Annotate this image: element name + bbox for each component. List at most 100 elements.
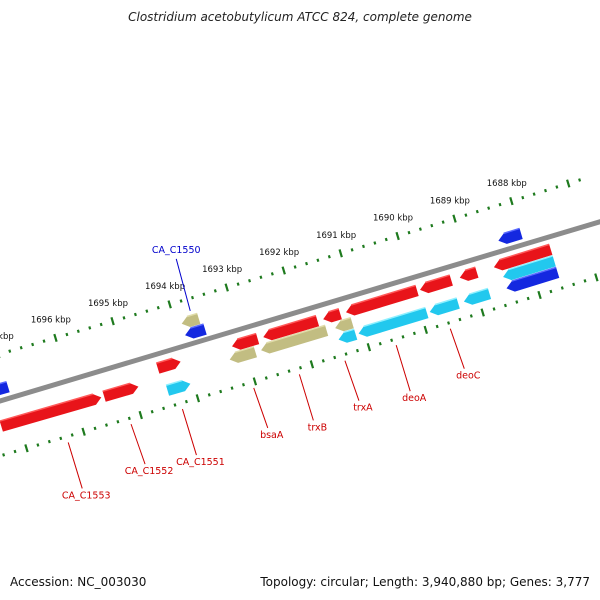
accession-text: Accession: NC_003030 xyxy=(10,575,147,589)
gene-arrow-red xyxy=(263,315,320,341)
inner-ruler-tick xyxy=(116,419,120,424)
outer-ruler-tick xyxy=(566,179,571,188)
gene-arrow-cyan xyxy=(429,298,460,316)
gene-arrow-red xyxy=(232,333,260,350)
inner-ruler-tick xyxy=(276,372,280,377)
gene-arrow-red xyxy=(459,267,479,281)
gene-highlight xyxy=(343,328,355,333)
inner-ruler-tick xyxy=(378,341,382,346)
gene-highlight xyxy=(464,266,476,272)
inner-ruler-tick xyxy=(70,433,74,437)
outer-ruler-tick xyxy=(42,339,46,343)
gene-label-leader xyxy=(449,328,465,369)
outer-ruler-tick xyxy=(407,230,411,235)
inner-ruler-tick xyxy=(515,300,519,304)
inner-ruler-tick xyxy=(81,427,86,436)
gene-arrow-red xyxy=(420,275,453,294)
outer-ruler-tick xyxy=(53,333,58,342)
outer-ruler-tick xyxy=(179,299,183,303)
inner-ruler-tick xyxy=(47,439,51,444)
ruler-label: 1691 kbp xyxy=(316,231,356,241)
outer-ruler-tick xyxy=(521,195,525,200)
inner-ruler-tick xyxy=(36,443,40,447)
inner-ruler-tick xyxy=(138,410,143,420)
gene-label: CA_C1550 xyxy=(152,245,201,256)
gene-highlight xyxy=(425,274,450,284)
gene-highlight xyxy=(186,312,198,318)
gene-highlight xyxy=(165,379,183,386)
inner-ruler-tick xyxy=(355,348,359,353)
gene-highlight xyxy=(0,393,94,422)
ruler-label: 1694 kbp xyxy=(145,282,185,292)
outer-ruler-tick xyxy=(19,346,23,350)
gene-highlight xyxy=(328,308,339,313)
gene-highlight xyxy=(266,324,326,344)
inner-ruler-tick xyxy=(252,377,258,386)
gene-arrow-cyan xyxy=(358,307,429,337)
outer-ruler-tick xyxy=(361,244,365,249)
inner-ruler-tick xyxy=(526,296,530,301)
outer-ruler-tick xyxy=(202,292,206,297)
inner-ruler-tick xyxy=(412,331,416,336)
inner-ruler-tick xyxy=(321,359,325,363)
inner-ruler-tick xyxy=(401,335,405,339)
gene-arrow-khaki xyxy=(335,317,354,332)
gene-label: bsaA xyxy=(260,430,284,441)
ruler-label: 1697 kbp xyxy=(0,332,14,342)
gene-label-leader xyxy=(298,374,314,421)
inner-ruler-tick xyxy=(333,355,337,360)
outer-ruler-tick xyxy=(248,278,252,283)
gene-arrow-cyan xyxy=(503,255,556,281)
gene-highlight xyxy=(190,323,204,329)
inner-ruler-tick xyxy=(207,393,211,397)
inner-ruler-tick xyxy=(287,369,291,373)
outer-ruler-tick xyxy=(110,317,115,326)
outer-ruler-tick xyxy=(316,258,320,262)
outer-ruler-tick xyxy=(191,295,194,300)
inner-ruler-tick xyxy=(572,282,576,287)
outer-ruler-tick xyxy=(487,206,491,210)
inner-ruler-tick xyxy=(390,338,394,343)
outer-ruler-tick xyxy=(532,192,536,196)
gene-arrow-red xyxy=(493,244,553,271)
inner-ruler-tick xyxy=(423,325,428,335)
inner-ruler-tick xyxy=(241,383,245,387)
outer-ruler-tick xyxy=(293,265,297,269)
outer-ruler-tick xyxy=(156,306,160,310)
inner-ruler-tick xyxy=(13,449,17,454)
inner-ruler-tick xyxy=(184,399,188,404)
gene-arrow-cyan xyxy=(338,329,358,343)
ruler-label: 1688 kbp xyxy=(487,179,527,189)
gene-arrow-red xyxy=(156,358,181,374)
inner-ruler-tick xyxy=(219,389,223,394)
inner-ruler-tick xyxy=(344,352,348,356)
ruler-label: 1692 kbp xyxy=(259,248,299,258)
outer-ruler-tick xyxy=(430,223,434,228)
inner-ruler-tick xyxy=(537,290,542,300)
ruler-label: 1693 kbp xyxy=(202,265,242,275)
gene-highlight xyxy=(503,227,520,235)
gene-highlight xyxy=(468,287,489,295)
inner-ruler-tick xyxy=(492,307,496,311)
gene-highlight xyxy=(511,266,557,282)
gene-arrow-cyan xyxy=(463,288,492,305)
gene-label: trxA xyxy=(353,403,373,414)
inner-ruler-tick xyxy=(173,403,177,407)
inner-ruler-tick xyxy=(366,343,372,352)
gene-label-leader xyxy=(175,258,191,311)
outer-ruler-tick xyxy=(578,178,582,182)
gene-highlight xyxy=(508,255,553,271)
outer-ruler-tick xyxy=(259,275,263,280)
gene-arrow-red xyxy=(102,383,139,402)
gene-label: deoA xyxy=(402,393,427,404)
inner-ruler-tick xyxy=(503,303,507,308)
gene-arrow-blue xyxy=(185,324,207,339)
gene-highlight xyxy=(498,243,550,261)
inner-ruler-tick xyxy=(104,423,108,427)
outer-ruler-tick xyxy=(418,227,422,231)
gene-label-leader xyxy=(130,423,146,465)
outer-ruler-tick xyxy=(167,300,172,309)
outer-ruler-tick xyxy=(305,261,309,266)
gene-highlight xyxy=(156,357,173,364)
